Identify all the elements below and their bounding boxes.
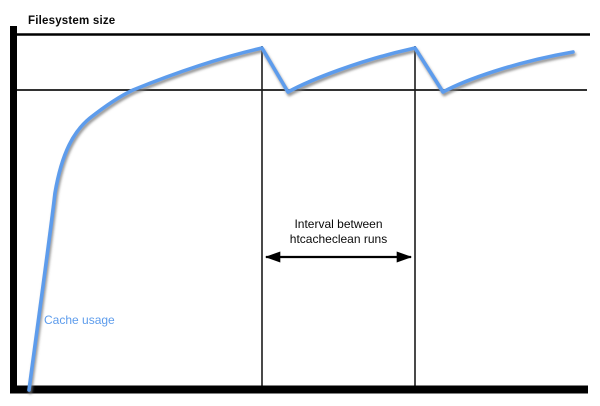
cache-usage-curve xyxy=(27,46,575,392)
cache-usage-label: Cache usage xyxy=(44,313,115,327)
interval-label: Interval between htcacheclean runs xyxy=(289,217,388,246)
filesystem-size-label: Filesystem size xyxy=(28,15,116,27)
